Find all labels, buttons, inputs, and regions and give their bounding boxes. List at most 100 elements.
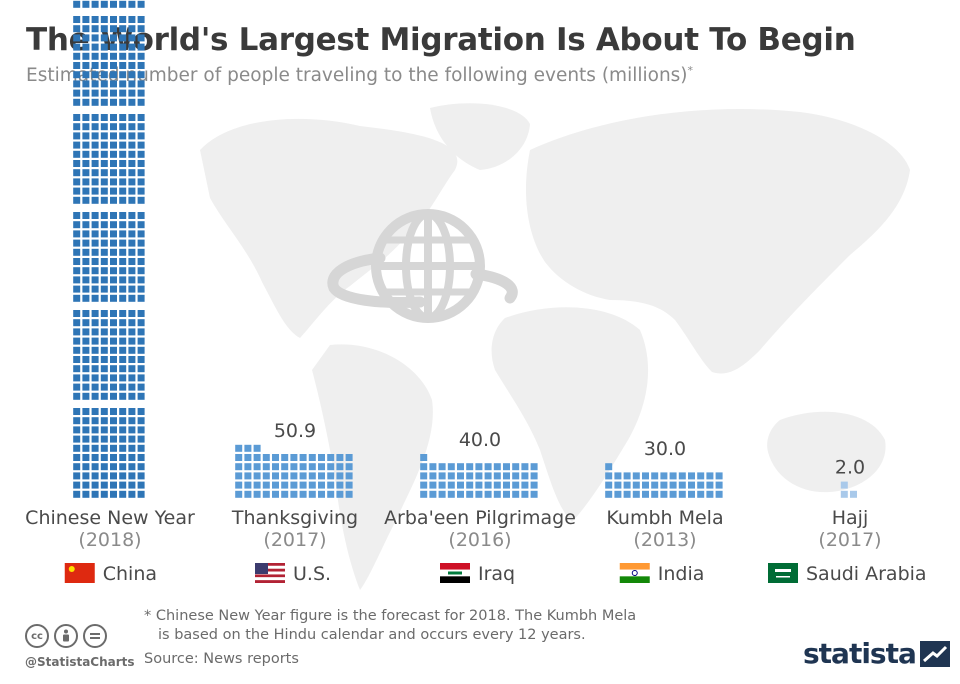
unit-square	[73, 328, 81, 336]
unit-square	[605, 463, 613, 471]
unit-square	[91, 285, 99, 293]
unit-square	[110, 0, 117, 8]
attribution-icon[interactable]	[54, 624, 78, 648]
unit-square	[715, 481, 723, 489]
unit-square	[119, 472, 127, 480]
unit-square	[420, 454, 428, 461]
unit-square	[110, 383, 117, 391]
unit-square	[91, 141, 99, 149]
unit-square	[73, 319, 81, 327]
unit-square	[82, 123, 90, 131]
unit-square	[128, 43, 136, 51]
unit-square	[137, 187, 145, 195]
unit-square	[438, 463, 446, 471]
unit-square	[530, 472, 538, 480]
unit-square	[137, 0, 145, 8]
source-note: Source: News reports	[144, 651, 299, 667]
unit-square	[73, 141, 81, 149]
unit-square	[110, 160, 117, 167]
unit-square	[336, 463, 344, 471]
unit-square	[110, 187, 117, 195]
no-derivatives-icon[interactable]	[83, 624, 107, 648]
unit-square	[119, 160, 127, 167]
unit-square	[82, 0, 90, 8]
unit-square	[447, 463, 455, 471]
unit-square	[623, 481, 631, 489]
unit-square	[100, 80, 108, 88]
unit-square	[73, 337, 81, 345]
unit-square	[91, 114, 99, 121]
unit-square	[110, 346, 117, 354]
unit-square	[119, 169, 127, 177]
unit-square	[100, 374, 108, 382]
unit-square	[345, 481, 353, 489]
unit-square	[128, 346, 136, 354]
unit-square	[100, 490, 108, 498]
unit-square	[128, 444, 136, 452]
chart-subtitle: Estimated number of people traveling to …	[26, 64, 693, 86]
unit-square	[82, 435, 90, 443]
unit-square	[128, 16, 136, 23]
unit-square	[91, 454, 99, 461]
unit-square	[521, 463, 529, 471]
unit-square	[82, 25, 90, 33]
unit-square	[100, 178, 108, 186]
unit-square	[137, 383, 145, 391]
unit-square	[119, 123, 127, 131]
unit-square	[82, 408, 90, 415]
unit-square	[128, 417, 136, 425]
unit-square	[119, 52, 127, 60]
unit-square	[235, 481, 243, 489]
unit-square	[119, 294, 127, 302]
value-label: 40.0	[459, 429, 501, 451]
unit-square	[110, 276, 117, 284]
unit-square	[262, 490, 270, 498]
unit-square	[73, 160, 81, 167]
unit-square	[110, 285, 117, 293]
unit-square	[73, 221, 81, 229]
twitter-handle[interactable]: @StatistaCharts	[25, 655, 135, 669]
unit-square	[119, 337, 127, 345]
unit-square	[669, 481, 677, 489]
unit-square	[119, 417, 127, 425]
unit-square	[82, 178, 90, 186]
unit-square	[660, 490, 668, 498]
unit-square	[484, 472, 492, 480]
statista-logo[interactable]: statista	[803, 637, 950, 670]
unit-square	[82, 346, 90, 354]
unit-square	[623, 472, 631, 480]
unit-square	[119, 319, 127, 327]
unit-square	[119, 392, 127, 400]
cc-icon[interactable]: cc	[25, 624, 49, 648]
unit-square	[137, 328, 145, 336]
unit-square	[272, 454, 279, 461]
unit-square	[73, 294, 81, 302]
unit-square	[110, 212, 117, 219]
unit-square	[110, 310, 117, 317]
unit-square	[82, 43, 90, 51]
unit-square	[82, 356, 90, 363]
unit-square	[119, 356, 127, 363]
unit-square	[73, 25, 81, 33]
unit-square	[100, 52, 108, 60]
unit-square	[447, 481, 455, 489]
chart-title: The World's Largest Migration Is About T…	[26, 22, 856, 58]
unit-square	[119, 16, 127, 23]
unit-square	[119, 426, 127, 434]
unit-square	[91, 374, 99, 382]
unit-square	[82, 16, 90, 23]
unit-square	[642, 481, 649, 489]
unit-square	[100, 328, 108, 336]
unit-square	[82, 212, 90, 219]
unit-square	[493, 472, 501, 480]
us-flag	[255, 563, 285, 583]
event-year-label: (2018)	[78, 529, 141, 551]
unit-square	[100, 71, 108, 79]
unit-square	[308, 454, 316, 461]
unit-square	[82, 150, 90, 158]
unit-square	[678, 490, 686, 498]
subtitle-asterisk: *	[687, 64, 694, 77]
unit-square	[336, 490, 344, 498]
bars-layer	[73, 0, 857, 498]
unit-square	[632, 472, 640, 480]
